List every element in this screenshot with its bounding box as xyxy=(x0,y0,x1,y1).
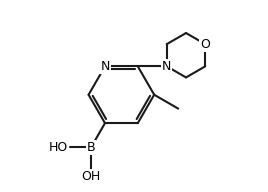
Text: N: N xyxy=(100,60,110,73)
Text: N: N xyxy=(162,60,172,73)
Text: OH: OH xyxy=(81,170,101,183)
Text: B: B xyxy=(87,141,95,154)
Text: O: O xyxy=(200,38,210,51)
Text: HO: HO xyxy=(49,141,68,154)
